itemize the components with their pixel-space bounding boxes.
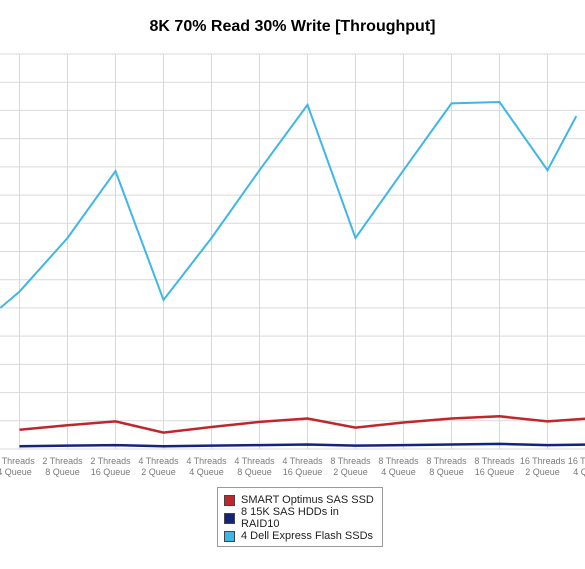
legend-item: 8 15K SAS HDDs in RAID10 (224, 506, 376, 530)
x-tick-label: 4 Threads 2 Queue (138, 456, 179, 477)
x-tick-label: 4 Threads 4 Queue (186, 456, 227, 477)
x-tick-label: 4 Threads 8 Queue (234, 456, 275, 477)
series-line-smart-optimus-sas-ssd (19, 415, 585, 434)
legend-label: 4 Dell Express Flash SSDs (241, 530, 374, 542)
legend: SMART Optimus SAS SSD 8 15K SAS HDDs in … (217, 487, 383, 547)
x-tick-label: 8 Threads 16 Queue (474, 456, 515, 477)
legend-label: SMART Optimus SAS SSD (241, 494, 374, 506)
x-tick-label: 4 Threads 16 Queue (282, 456, 323, 477)
x-tick-label: 2 Threads 16 Queue (90, 456, 131, 477)
legend-swatch-icon (224, 530, 235, 542)
legend-item: SMART Optimus SAS SSD (224, 491, 376, 509)
legend-item: 4 Dell Express Flash SSDs (224, 527, 376, 545)
x-tick-label: 2 Threads 8 Queue (42, 456, 83, 477)
x-tick-label: 16 Threads 2 Queue (520, 456, 566, 477)
legend-label: 8 15K SAS HDDs in RAID10 (241, 506, 339, 530)
gridlines (0, 53, 585, 450)
series-lines (0, 100, 585, 448)
chart-title: 8K 70% Read 30% Write [Throughput] (149, 18, 436, 35)
legend-swatch-icon (224, 512, 235, 524)
x-tick-label: 8 Threads 8 Queue (426, 456, 467, 477)
x-tick-label: 8 Threads 4 Queue (378, 456, 419, 477)
x-tick-label: 8 Threads 2 Queue (330, 456, 371, 477)
series-line-4-dell-express-flash-ssds (0, 100, 578, 309)
series-line-8-15k-sas-hdds-in-raid10 (19, 442, 585, 448)
legend-swatch-icon (224, 494, 235, 506)
